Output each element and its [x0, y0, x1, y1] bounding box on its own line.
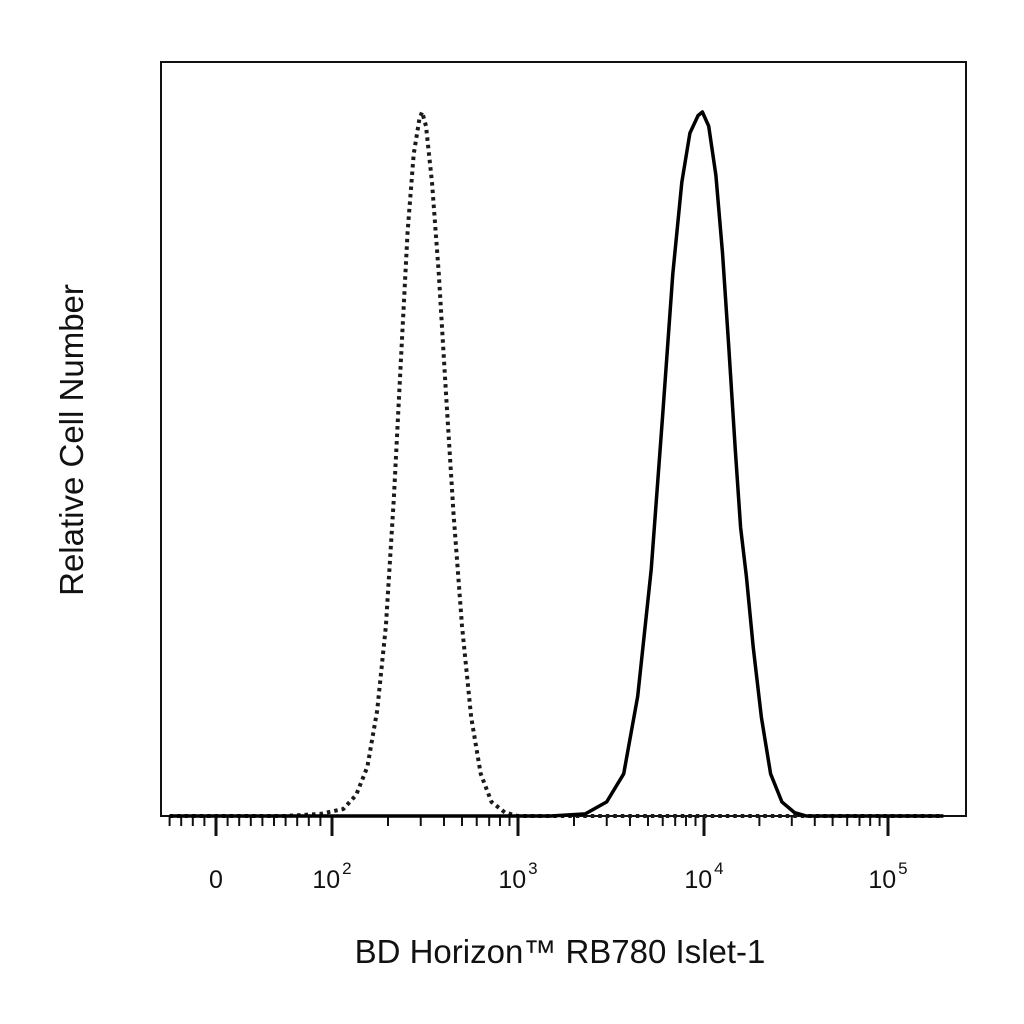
x-axis-major-ticks — [214, 816, 890, 836]
plot-frame — [160, 61, 967, 817]
x-axis-label: BD Horizon™ RB780 Islet-1 — [355, 933, 766, 970]
x-tick-label: 0 — [209, 866, 223, 894]
x-tick-label: 10 4 — [684, 859, 723, 894]
series-layer — [169, 110, 944, 818]
x-axis-tick-labels: 0 10 2 10 3 10 4 10 5 — [209, 859, 908, 894]
x-tick-label: 10 2 — [312, 859, 351, 894]
x-tick-label: 10 3 — [498, 859, 537, 894]
y-axis-label: Relative Cell Number — [53, 284, 90, 596]
series-dotted-line — [169, 110, 944, 818]
x-tick-label: 10 5 — [868, 859, 907, 894]
series-solid-line — [169, 110, 944, 818]
